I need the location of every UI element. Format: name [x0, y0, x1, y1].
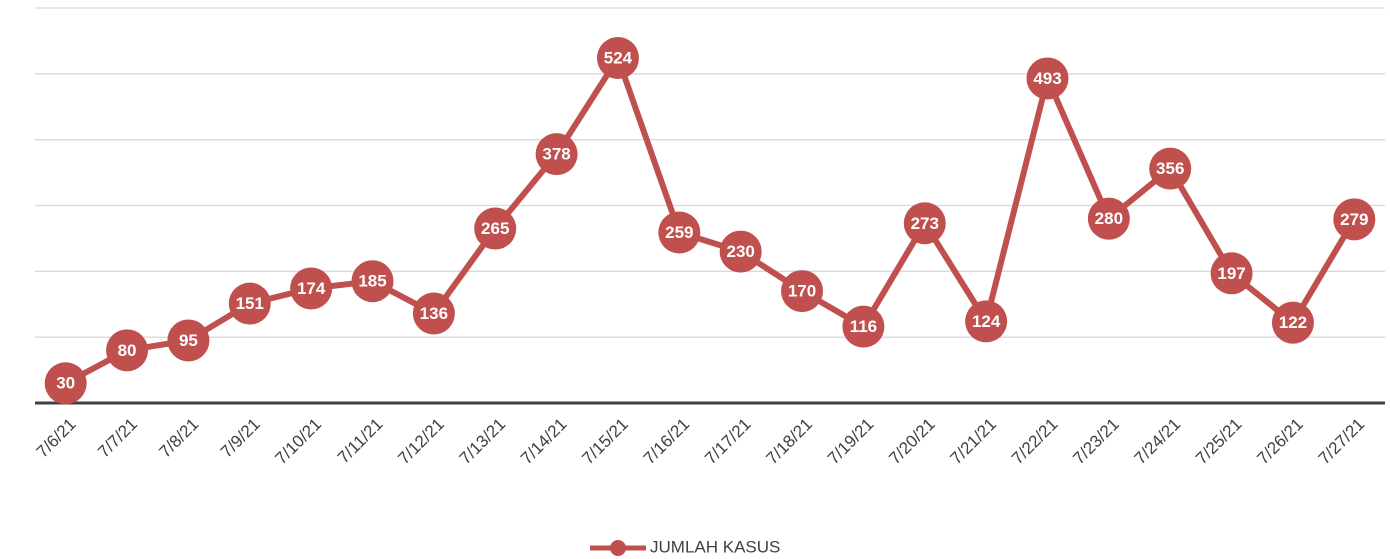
marker [290, 267, 333, 310]
legend-marker [610, 540, 626, 556]
x-tick-label: 7/10/21 [272, 415, 326, 469]
value-label: 378 [542, 145, 570, 164]
marker [965, 300, 1008, 343]
marker [167, 319, 210, 362]
value-label: 185 [358, 272, 386, 291]
value-label: 95 [179, 331, 198, 350]
value-label: 116 [850, 317, 877, 336]
x-tick-label: 7/17/21 [701, 415, 755, 469]
x-tick-label: 7/11/21 [334, 415, 387, 468]
legend-label: JUMLAH KASUS [650, 537, 780, 556]
value-label: 170 [788, 282, 816, 301]
value-label: 265 [481, 219, 509, 238]
x-tick-label: 7/26/21 [1253, 415, 1307, 469]
x-tick-label: 7/12/21 [394, 415, 448, 469]
x-tick-label: 7/9/21 [217, 415, 264, 462]
value-label: 259 [665, 223, 693, 242]
marker [596, 37, 639, 80]
value-label: 174 [297, 279, 326, 298]
x-tick-label: 7/27/21 [1315, 415, 1369, 469]
x-tick-label: 7/7/21 [94, 415, 141, 462]
x-tick-label: 7/20/21 [885, 415, 939, 469]
value-label: 80 [118, 341, 137, 360]
marker [535, 133, 578, 176]
x-tick-label: 7/25/21 [1192, 415, 1246, 469]
marker [719, 230, 762, 273]
marker [474, 207, 517, 250]
x-tick-label: 7/21/21 [947, 415, 1001, 469]
x-tick-label: 7/24/21 [1131, 415, 1185, 469]
value-label: 197 [1217, 264, 1245, 283]
x-tick-label: 7/19/21 [824, 415, 878, 469]
marker [1149, 147, 1192, 190]
marker [228, 282, 271, 325]
x-tick-label: 7/8/21 [156, 415, 203, 462]
value-label: 524 [604, 49, 633, 68]
value-label: 151 [236, 294, 264, 313]
marker [412, 292, 455, 335]
x-tick-label: 7/13/21 [456, 415, 510, 469]
value-label: 280 [1095, 209, 1123, 228]
x-tick-label: 7/18/21 [762, 415, 816, 469]
marker [781, 270, 824, 313]
value-label: 136 [420, 304, 448, 323]
x-tick-label: 7/6/21 [33, 415, 80, 462]
marker [1026, 57, 1069, 100]
marker [1271, 301, 1314, 344]
value-label: 356 [1156, 159, 1184, 178]
marker [44, 362, 87, 405]
x-tick-label: 7/23/21 [1069, 415, 1123, 469]
marker [106, 329, 149, 372]
marker [1210, 252, 1253, 295]
value-label: 273 [911, 214, 939, 233]
series-line [64, 55, 1357, 386]
x-tick-label: 7/15/21 [578, 415, 632, 469]
marker [1087, 197, 1130, 240]
x-tick-label: 7/22/21 [1008, 415, 1062, 469]
value-label: 122 [1279, 313, 1307, 332]
value-label: 493 [1033, 69, 1061, 88]
marker [903, 202, 946, 245]
x-tick-label: 7/14/21 [517, 415, 571, 469]
value-label: 230 [726, 242, 754, 261]
value-label: 124 [972, 312, 1001, 331]
value-label: 30 [56, 374, 75, 393]
marker [658, 211, 701, 254]
marker [351, 260, 394, 303]
marker [1333, 198, 1376, 241]
value-label: 279 [1340, 210, 1368, 229]
marker [842, 305, 885, 348]
x-tick-label: 7/16/21 [640, 415, 694, 469]
